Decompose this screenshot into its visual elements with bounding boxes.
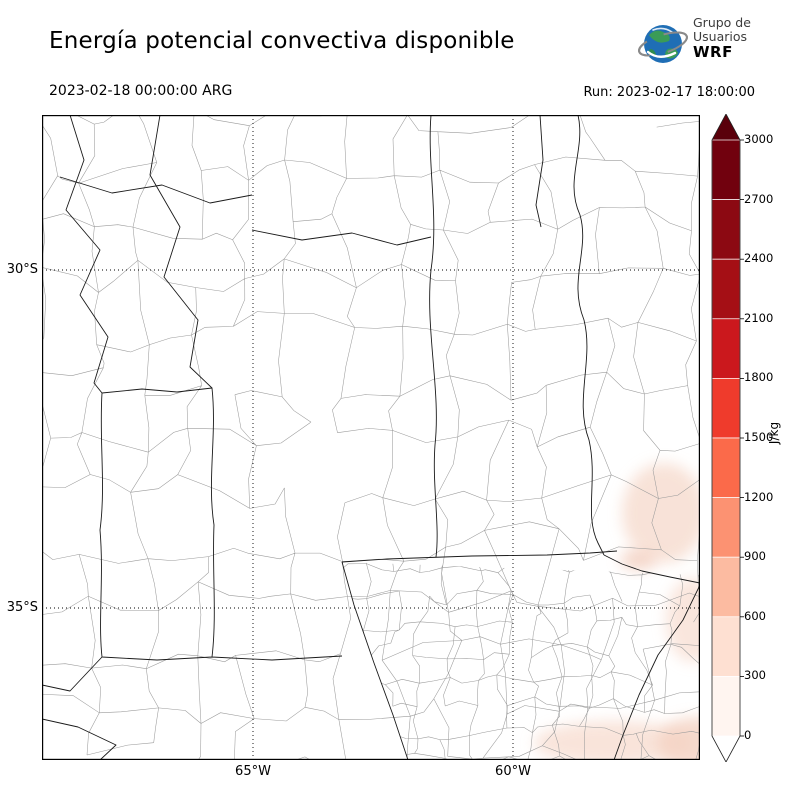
- colorbar-segment: [711, 616, 741, 677]
- colorbar-tick-label: 3000: [744, 132, 774, 146]
- colorbar-tick-label: 2100: [744, 311, 774, 325]
- colorbar-segment: [711, 556, 741, 618]
- lat-tick-30s: 30°S: [6, 262, 38, 277]
- colorbar-segment: [711, 139, 741, 200]
- colorbar-segment: [711, 676, 741, 737]
- colorbar-top-arrow: [712, 114, 740, 140]
- colorbar-tick-label: 900: [744, 549, 766, 563]
- colorbar-segment: [711, 437, 741, 498]
- lat-tick-35s: 35°S: [6, 600, 38, 615]
- cape-shading: [534, 463, 700, 760]
- colorbar-segment: [711, 378, 741, 439]
- colorbar-tick-label: 2700: [744, 192, 774, 206]
- department-boundaries: [42, 115, 700, 760]
- colorbar-tick-label: 300: [744, 668, 766, 682]
- colorbar-canvas: [711, 113, 744, 763]
- colorbar-segment: [711, 497, 741, 558]
- colorbar: [711, 113, 745, 766]
- colorbar-segment: [711, 199, 741, 260]
- graticule: [42, 115, 700, 760]
- colorbar-unit-label: J/kg: [767, 421, 782, 445]
- map-area: [42, 115, 700, 760]
- colorbar-tick-label: 2400: [744, 251, 774, 265]
- wrf-logo: Grupo de Usuarios WRF: [637, 14, 787, 70]
- colorbar-tick-label: 600: [744, 609, 766, 623]
- colorbar-segments: [711, 139, 741, 737]
- province-boundaries: [42, 115, 700, 760]
- logo-line-3: WRF: [693, 43, 733, 61]
- lon-tick-60w: 60°W: [495, 764, 531, 779]
- logo-line-1: Grupo de: [693, 15, 751, 30]
- colorbar-tick-label: 0: [744, 728, 752, 742]
- run-time-label: Run: 2023-02-17 18:00:00: [583, 85, 755, 100]
- page-title: Energía potencial convectiva disponible: [49, 28, 515, 54]
- lon-tick-65w: 65°W: [235, 764, 271, 779]
- colorbar-ticks: [740, 139, 744, 737]
- logo-line-2: Usuarios: [693, 29, 748, 44]
- colorbar-tick-label: 1500: [744, 430, 774, 444]
- colorbar-bottom-arrow: [712, 736, 740, 762]
- colorbar-tick-label: 1800: [744, 370, 774, 384]
- colorbar-segment: [711, 318, 741, 379]
- map-frame: [42, 115, 700, 760]
- valid-time-label: 2023-02-18 00:00:00 ARG: [49, 83, 233, 99]
- colorbar-tick-label: 1200: [744, 490, 774, 504]
- colorbar-segment: [711, 258, 741, 320]
- globe-icon: [638, 25, 688, 63]
- map-canvas: [42, 115, 700, 760]
